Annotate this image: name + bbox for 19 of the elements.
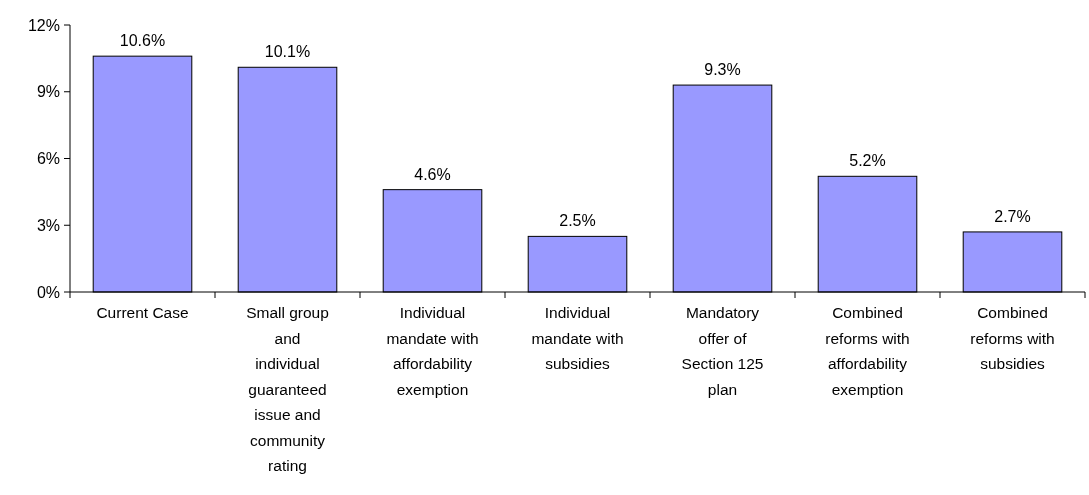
data-label: 5.2% [849, 152, 886, 170]
y-tick-label: 0% [36, 283, 60, 301]
x-tick-label: Current Case [96, 304, 189, 321]
y-tick-label: 6% [36, 150, 60, 168]
y-tick-label: 9% [36, 83, 60, 101]
x-tick-label: Individual mandate with affordability exemption [386, 304, 479, 398]
data-label: 10.1% [264, 43, 311, 61]
x-tick-label: Individual mandate with subsidies [531, 304, 624, 372]
x-tick-label: Combined reforms with subsidies [970, 304, 1055, 372]
data-label: 2.5% [559, 212, 596, 230]
y-tick-label: 3% [36, 216, 60, 234]
data-label: 9.3% [704, 61, 741, 79]
x-tick-label: Small group and individual guaranteed issue and community rating [246, 304, 329, 474]
x-tick-label: Combined reforms with affordability exemption [825, 304, 910, 398]
y-tick-label: 12% [27, 16, 60, 34]
x-tick-label: Mandatory offer of Section 125 plan [681, 304, 764, 398]
data-label: 4.6% [414, 165, 451, 183]
data-label: 2.7% [994, 207, 1031, 225]
data-label: 10.6% [119, 32, 166, 50]
